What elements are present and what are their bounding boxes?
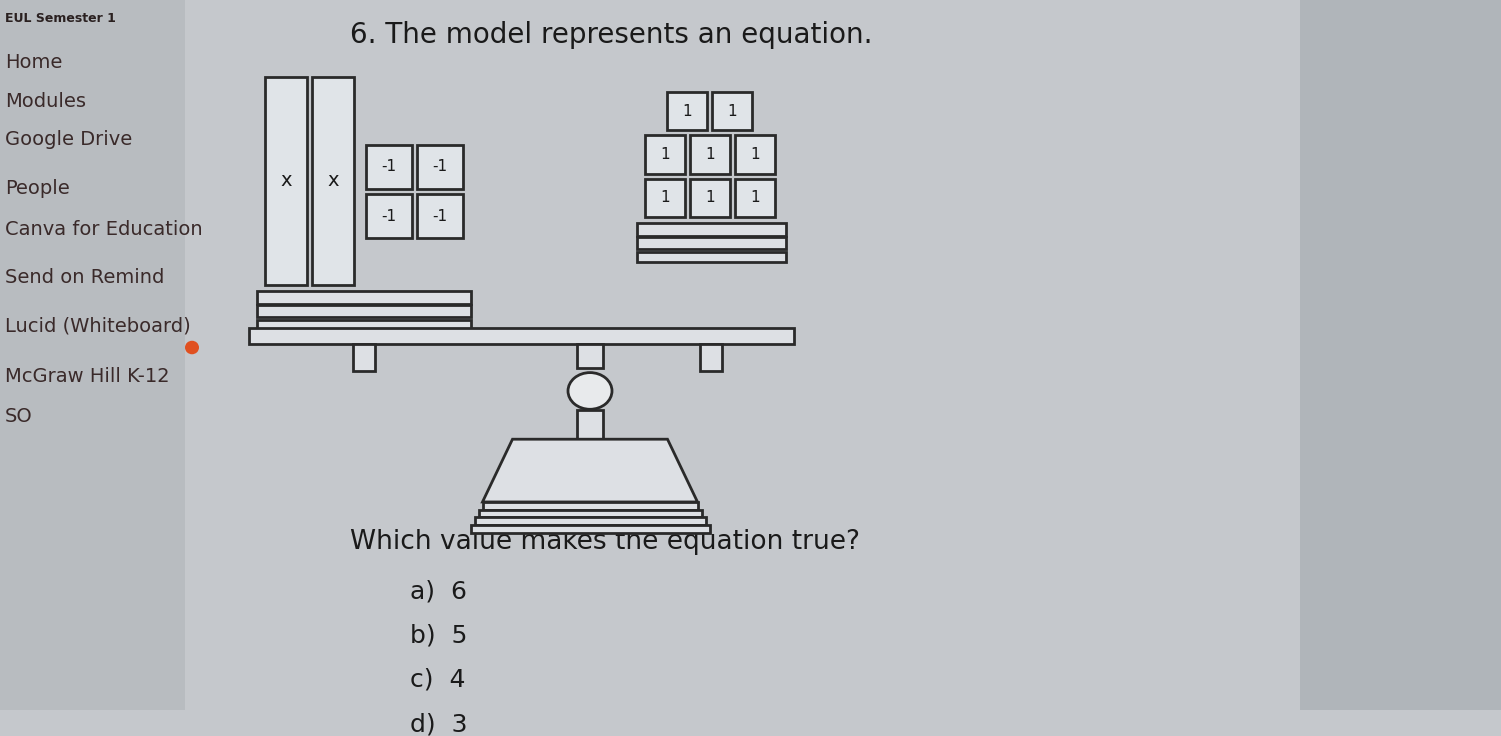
Text: d)  3: d) 3	[410, 712, 467, 736]
Text: Home: Home	[5, 53, 63, 72]
Text: -1: -1	[432, 160, 447, 174]
Text: 1: 1	[660, 191, 669, 205]
Text: McGraw Hill K-12: McGraw Hill K-12	[5, 367, 170, 386]
Text: People: People	[5, 179, 69, 197]
Bar	[1300, 0, 1501, 710]
Text: Modules: Modules	[5, 92, 86, 110]
Bar	[479, 509, 701, 517]
Text: a)  6: a) 6	[410, 579, 467, 604]
Text: Google Drive: Google Drive	[5, 130, 132, 149]
Bar	[417, 194, 462, 238]
Bar	[636, 252, 787, 261]
Bar	[645, 135, 684, 174]
Text: Send on Remind: Send on Remind	[5, 269, 165, 287]
Bar	[257, 305, 471, 316]
Bar	[699, 344, 722, 371]
Text: c)  4: c) 4	[410, 668, 465, 692]
Bar	[711, 92, 752, 130]
Circle shape	[185, 341, 200, 354]
Text: 1: 1	[750, 147, 760, 162]
Bar	[690, 135, 729, 174]
Ellipse shape	[567, 372, 612, 409]
Text: 6. The model represents an equation.: 6. The model represents an equation.	[350, 21, 872, 49]
Text: 1: 1	[726, 104, 737, 118]
Bar	[636, 223, 787, 236]
Bar	[257, 291, 471, 304]
Text: x: x	[327, 171, 339, 191]
Text: Lucid (Whiteboard): Lucid (Whiteboard)	[5, 316, 191, 336]
Text: 1: 1	[681, 104, 692, 118]
Bar	[257, 319, 471, 329]
Bar	[666, 92, 707, 130]
Bar	[576, 410, 603, 439]
Bar	[645, 179, 684, 217]
Text: 1: 1	[705, 191, 714, 205]
Bar	[312, 77, 354, 285]
Text: 1: 1	[660, 147, 669, 162]
Bar	[366, 145, 411, 189]
Text: Which value makes the equation true?: Which value makes the equation true?	[350, 529, 860, 555]
Bar	[576, 344, 603, 368]
Text: 1: 1	[750, 191, 760, 205]
Bar	[417, 145, 462, 189]
Bar	[735, 135, 775, 174]
Text: -1: -1	[432, 209, 447, 224]
Text: 1: 1	[705, 147, 714, 162]
Bar	[366, 194, 411, 238]
Text: -1: -1	[381, 160, 396, 174]
Bar	[474, 517, 705, 525]
Text: SO: SO	[5, 407, 33, 426]
Text: Canva for Education: Canva for Education	[5, 220, 203, 239]
Bar	[266, 77, 308, 285]
Bar	[636, 238, 787, 249]
Bar	[482, 502, 698, 509]
Text: -1: -1	[381, 209, 396, 224]
Text: b)  5: b) 5	[410, 623, 467, 648]
Polygon shape	[482, 439, 698, 502]
Text: x: x	[281, 171, 291, 191]
Bar	[353, 344, 375, 371]
Bar	[735, 179, 775, 217]
Bar	[0, 0, 185, 710]
Text: EUL Semester 1: EUL Semester 1	[5, 12, 116, 24]
Bar	[249, 328, 794, 344]
Bar	[470, 525, 710, 533]
Bar	[690, 179, 729, 217]
